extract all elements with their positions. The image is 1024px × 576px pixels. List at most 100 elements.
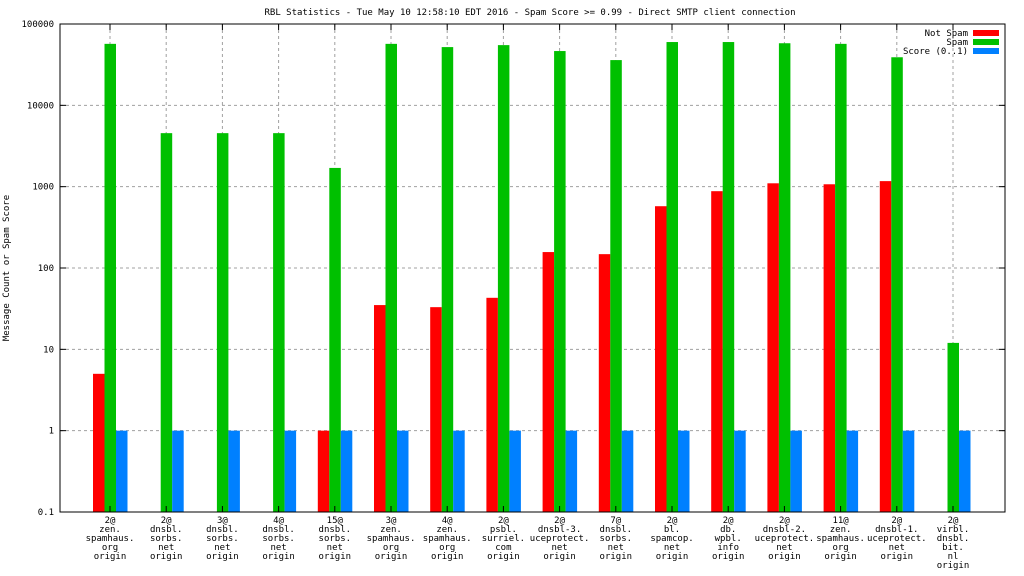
bar-score — [228, 430, 240, 512]
x-tick-label: uceprotect. — [530, 534, 590, 544]
x-tick-label: 3@ — [217, 516, 228, 526]
legend-label: Spam — [946, 38, 968, 48]
x-tick-label: 2@ — [554, 516, 565, 526]
x-tick-label: dnsbl-3. — [538, 525, 581, 535]
x-tick-label: sorbs. — [319, 534, 352, 544]
bar-not-spam — [711, 191, 723, 513]
legend-swatch — [973, 39, 999, 45]
x-tick-label: origin — [487, 552, 520, 562]
bar-not-spam — [93, 373, 105, 512]
y-tick-label: 0.1 — [38, 508, 54, 518]
x-tick-label: bl. — [664, 525, 680, 535]
bar-score — [846, 430, 859, 512]
x-tick-label: dnsbl. — [262, 525, 295, 535]
x-tick-label: sorbs. — [150, 534, 183, 544]
x-tick-label: net — [214, 543, 230, 553]
legend-label: Not Spam — [925, 29, 968, 39]
bar-not-spam — [655, 206, 667, 512]
x-tick-label: spamhaus. — [367, 534, 416, 544]
x-tick-label: 2@ — [891, 516, 902, 526]
bar-score — [621, 430, 634, 512]
bar-not-spam — [542, 252, 555, 512]
bar-score — [284, 430, 297, 512]
x-tick-label: 4@ — [273, 516, 284, 526]
x-tick-label: 7@ — [610, 516, 621, 526]
bar-score — [340, 430, 353, 512]
x-tick-label: org — [383, 543, 399, 553]
bar-spam — [273, 133, 285, 512]
x-tick-label: virbl. — [937, 525, 970, 535]
x-tick-label: origin — [150, 552, 183, 562]
x-tick-label: spamhaus. — [86, 534, 135, 544]
y-tick-label: 1 — [49, 427, 54, 437]
x-tick-label: origin — [768, 552, 801, 562]
x-tick-label: sorbs. — [206, 534, 239, 544]
y-tick-label: 10000 — [27, 101, 54, 111]
x-tick-label: uceprotect. — [867, 534, 927, 544]
x-tick-label: dnsbl. — [600, 525, 633, 535]
x-tick-label: 4@ — [442, 516, 453, 526]
x-tick-label: psbl. — [490, 525, 517, 535]
x-tick-label: net — [889, 543, 905, 553]
bar-spam — [610, 60, 622, 512]
x-tick-label: dnsbl-1. — [875, 525, 918, 535]
x-tick-label: origin — [712, 552, 745, 562]
x-tick-label: zen. — [380, 525, 402, 535]
x-tick-label: origin — [206, 552, 239, 562]
x-tick-label: org — [439, 543, 455, 553]
bar-spam — [722, 42, 735, 512]
bar-score — [565, 430, 578, 512]
y-tick-label: 1000 — [32, 183, 54, 193]
y-tick-label: 100000 — [21, 20, 54, 30]
x-tick-label: 2@ — [161, 516, 172, 526]
legend-swatch — [973, 48, 999, 54]
bar-spam — [104, 43, 116, 513]
x-tick-label: net — [270, 543, 286, 553]
x-tick-label: net — [551, 543, 567, 553]
bar-not-spam — [598, 254, 611, 513]
x-tick-label: origin — [600, 552, 633, 562]
y-tick-label: 100 — [38, 264, 54, 274]
bar-spam — [385, 43, 397, 513]
x-tick-label: uceprotect. — [755, 534, 815, 544]
legend-swatch — [973, 30, 999, 36]
x-tick-label: net — [608, 543, 624, 553]
x-tick-label: 2@ — [948, 516, 959, 526]
x-tick-label: dnsbl-2. — [763, 525, 806, 535]
bar-score — [678, 430, 690, 512]
x-tick-label: origin — [656, 552, 689, 562]
x-tick-label: zen. — [99, 525, 121, 535]
bar-spam — [778, 43, 791, 513]
x-tick-label: 2@ — [779, 516, 790, 526]
x-tick-label: origin — [262, 552, 295, 562]
bar-score — [902, 430, 915, 512]
x-tick-label: 15@ — [327, 516, 344, 526]
x-tick-label: origin — [881, 552, 914, 562]
x-tick-label: net — [327, 543, 343, 553]
x-tick-label: spamhaus. — [423, 534, 472, 544]
x-tick-label: dnsbl. — [937, 534, 970, 544]
x-tick-label: origin — [937, 561, 970, 571]
x-tick-label: bit. — [942, 543, 964, 553]
x-tick-label: zen. — [830, 525, 852, 535]
x-tick-label: origin — [431, 552, 464, 562]
bar-spam — [554, 51, 566, 513]
x-tick-label: 2@ — [667, 516, 678, 526]
bar-spam — [666, 42, 678, 512]
y-ticks: 0.1 1 10 100 1000 10000 100000 — [21, 20, 1005, 518]
x-tick-label: org — [832, 543, 848, 553]
x-tick-label: spamhaus. — [816, 534, 865, 544]
x-tick-label: nl — [948, 552, 959, 562]
x-tick-label: net — [664, 543, 680, 553]
bar-not-spam — [317, 430, 330, 512]
chart-title: RBL Statistics - Tue May 10 12:58:10 EDT… — [264, 8, 795, 18]
x-tick-label: sorbs. — [262, 534, 295, 544]
x-tick-label: info — [717, 543, 739, 553]
bar-spam — [160, 133, 173, 512]
bar-score — [790, 430, 802, 512]
bar-spam — [441, 47, 454, 513]
x-tick-label: com — [495, 543, 511, 553]
bar-not-spam — [879, 181, 892, 512]
x-tick-label: 11@ — [832, 516, 849, 526]
